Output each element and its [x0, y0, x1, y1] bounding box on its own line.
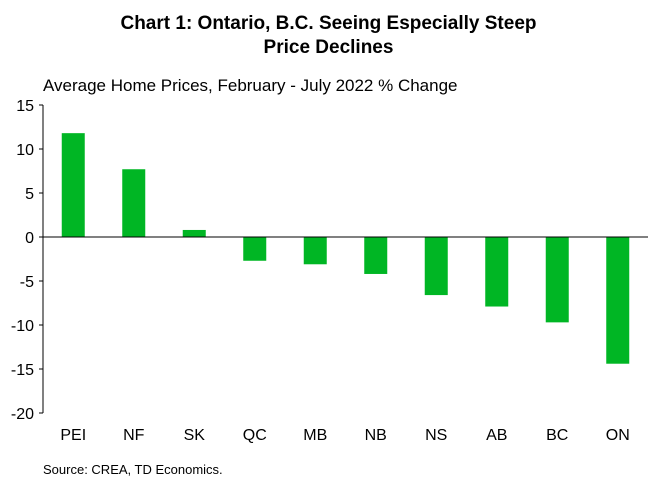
x-tick-label: BC	[546, 427, 568, 444]
x-tick-label: MB	[303, 427, 327, 444]
bar-sk	[182, 229, 206, 237]
source-note: Source: CREA, TD Economics.	[43, 462, 223, 477]
y-tick-label: 0	[25, 230, 34, 247]
bar-pei	[61, 133, 85, 237]
bar-on	[606, 237, 630, 364]
y-tick-label: -10	[11, 318, 34, 335]
y-tick-label: -15	[11, 362, 34, 379]
x-tick-label: AB	[486, 427, 507, 444]
x-tick-label: SK	[184, 427, 206, 444]
y-tick-label: 10	[16, 142, 34, 159]
bar-ns	[424, 237, 448, 296]
x-tick-label: QC	[243, 427, 267, 444]
bar-ab	[485, 237, 509, 307]
x-axis-labels: PEI NF SK QC MB NB NS AB BC ON	[60, 427, 629, 444]
bars	[61, 133, 630, 364]
x-tick-label: ON	[606, 427, 630, 444]
x-tick-label: NB	[365, 427, 387, 444]
y-tick-label: -20	[11, 406, 34, 423]
bar-mb	[303, 237, 327, 265]
chart-title-line-2: Price Declines	[263, 37, 394, 58]
bar-qc	[243, 237, 267, 261]
x-tick-label: PEI	[60, 427, 86, 444]
y-axis: 15 10 5 0 -5 -10 -15 -20	[11, 98, 44, 423]
bar-nf	[122, 169, 146, 237]
y-tick-label: 5	[25, 186, 34, 203]
y-tick-label: -5	[20, 274, 34, 291]
x-tick-label: NF	[123, 427, 145, 444]
chart-title-line-1: Chart 1: Ontario, B.C. Seeing Especially…	[120, 13, 537, 34]
x-tick-label: NS	[425, 427, 447, 444]
chart-title: Chart 1: Ontario, B.C. Seeing Especially…	[0, 12, 657, 60]
bar-nb	[364, 237, 388, 274]
chart-subtitle: Average Home Prices, February - July 202…	[43, 76, 458, 95]
y-tick-label: 15	[16, 98, 34, 115]
bar-bc	[545, 237, 569, 323]
